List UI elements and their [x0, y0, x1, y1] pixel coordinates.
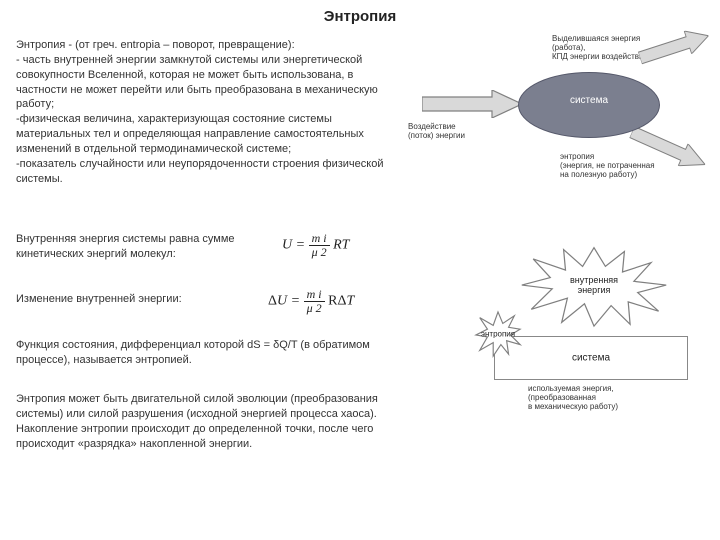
formula-dU-frac: m i μ 2 [304, 288, 325, 314]
formula-dU-rhs: T [346, 293, 354, 308]
formula-U-den: μ 2 [309, 246, 330, 259]
used-energy-caption: используемая энергия, (преобразованная в… [528, 384, 618, 412]
formula-dU: ΔU = m i μ 2 RΔT [268, 288, 354, 314]
formula-dU-delta1: Δ [268, 293, 277, 308]
label-arrow-out-work: Выделившаяся энергия (работа), КПД энерг… [552, 34, 648, 62]
formula-U-rhs: RT [333, 237, 349, 252]
formula-dU-num: m i [304, 288, 325, 302]
arrow-in [422, 90, 522, 118]
system-ellipse-label: система [519, 95, 659, 106]
page-root: Энтропия Энтропия - (от греч. entropia –… [0, 0, 720, 540]
label-arrow-out-entropy: энтропия (энергия, не потраченная на пол… [560, 152, 655, 180]
evolution-text: Энтропия может быть двигательной силой э… [16, 392, 406, 451]
energy-change-text: Изменение внутренней энергии: [16, 292, 256, 307]
definition-paragraph: Энтропия - (от греч. entropia – поворот,… [16, 38, 386, 186]
formula-U-frac: m i μ 2 [309, 232, 330, 258]
formula-U-lhs: U = [282, 237, 305, 252]
burst-internal-energy: внутренняя энергия [518, 244, 670, 328]
internal-energy-text: Внутренняя энергия системы равна сумме к… [16, 232, 276, 262]
state-function-text: Функция состояния, дифференциал которой … [16, 338, 396, 368]
arrow-out-work-shape [636, 24, 712, 69]
formula-U: U = m i μ 2 RT [282, 232, 349, 258]
system-ellipse: система [518, 72, 660, 138]
arrow-in-shape [422, 90, 522, 118]
burst-entropy-label: энтропия [481, 330, 515, 339]
burst-entropy: энтропия [474, 310, 522, 358]
arrow-out-work [636, 24, 712, 69]
formula-dU-lhs: U = [277, 293, 300, 308]
system-box: система [494, 336, 688, 380]
burst-internal-energy-label: внутренняя энергия [570, 276, 618, 296]
page-title: Энтропия [0, 8, 720, 25]
formula-dU-Rdelta: RΔ [328, 293, 346, 308]
formula-U-num: m i [309, 232, 330, 246]
formula-dU-den: μ 2 [304, 302, 325, 315]
label-arrow-in: Воздействие (поток) энергии [408, 122, 465, 140]
system-box-label: система [495, 353, 687, 364]
